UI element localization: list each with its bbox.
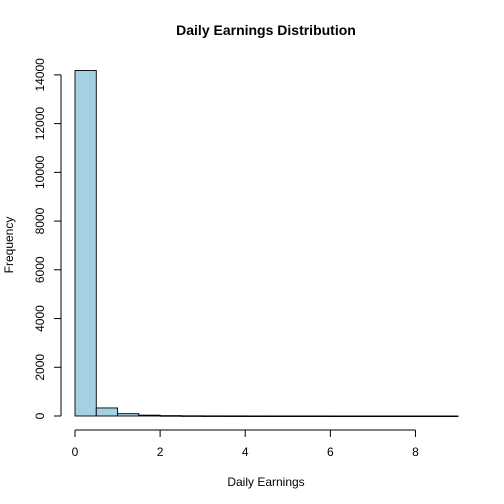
histogram-bar <box>329 415 353 418</box>
histogram-bar <box>436 415 459 418</box>
histogram-bar <box>244 415 267 417</box>
y-tick-label: 8000 <box>33 207 47 234</box>
histogram-bar <box>180 415 204 417</box>
x-tick-label: 8 <box>412 445 419 459</box>
histogram-bar <box>117 413 140 417</box>
histogram-bar <box>393 415 416 418</box>
histogram-bar <box>159 415 182 417</box>
x-axis: 0 2 4 6 8 <box>72 429 419 459</box>
histogram-bar <box>351 415 374 418</box>
histogram-bar <box>372 415 395 418</box>
histogram-bar <box>414 415 438 418</box>
x-axis-label: Daily Earnings <box>227 475 304 489</box>
chart-title: Daily Earnings Distribution <box>176 22 356 38</box>
x-tick-label: 6 <box>327 445 334 459</box>
histogram-bar <box>308 415 331 418</box>
x-tick-label: 4 <box>242 445 249 459</box>
y-tick-label: 14000 <box>33 58 47 92</box>
y-axis: 0 2000 4000 6000 8000 10000 12000 14000 <box>33 58 62 419</box>
y-axis-label: Frequency <box>2 217 16 274</box>
histogram-bar <box>74 70 97 417</box>
histogram-bar <box>138 414 161 417</box>
y-tick-label: 12000 <box>33 107 47 141</box>
histogram-bar <box>223 415 246 417</box>
histogram-bar <box>95 407 119 417</box>
bars-group <box>74 70 459 418</box>
y-tick-label: 4000 <box>33 305 47 332</box>
x-tick-label: 0 <box>72 445 79 459</box>
y-tick-label: 6000 <box>33 256 47 283</box>
x-tick-label: 2 <box>157 445 164 459</box>
histogram-bar <box>287 415 310 418</box>
histogram-bar <box>266 415 289 418</box>
y-tick-label: 2000 <box>33 354 47 381</box>
histogram-bar <box>202 415 225 417</box>
y-tick-label: 0 <box>33 412 47 419</box>
y-tick-label: 10000 <box>33 155 47 189</box>
